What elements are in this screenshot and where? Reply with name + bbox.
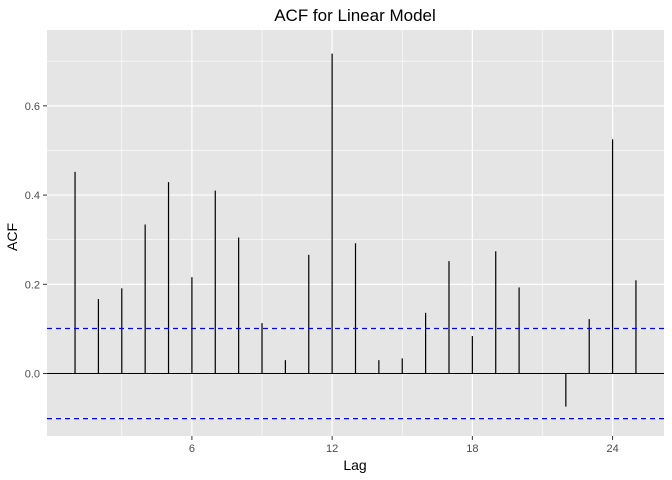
plot-panel: [47, 30, 664, 436]
acf-bars: [74, 53, 637, 407]
x-tick-label: 12: [326, 443, 338, 455]
confidence-bounds: [47, 327, 664, 420]
x-tick-label: 18: [466, 443, 478, 455]
y-tick-label: 0.6: [25, 101, 40, 113]
x-axis-ticks: 6 12 18 24: [189, 436, 619, 455]
x-tick-label: 6: [189, 443, 195, 455]
y-tick-label: 0.4: [25, 190, 40, 202]
chart-title: ACF for Linear Model: [274, 6, 436, 25]
x-axis-title: Lag: [343, 457, 366, 473]
x-tick-label: 24: [606, 443, 618, 455]
panel-background: [47, 30, 664, 436]
y-axis-ticks: 0.0 0.2 0.4 0.6: [25, 101, 47, 381]
y-axis-title: ACF: [4, 223, 20, 251]
y-tick-label: 0.2: [25, 279, 40, 291]
y-tick-label: 0.0: [25, 369, 40, 381]
